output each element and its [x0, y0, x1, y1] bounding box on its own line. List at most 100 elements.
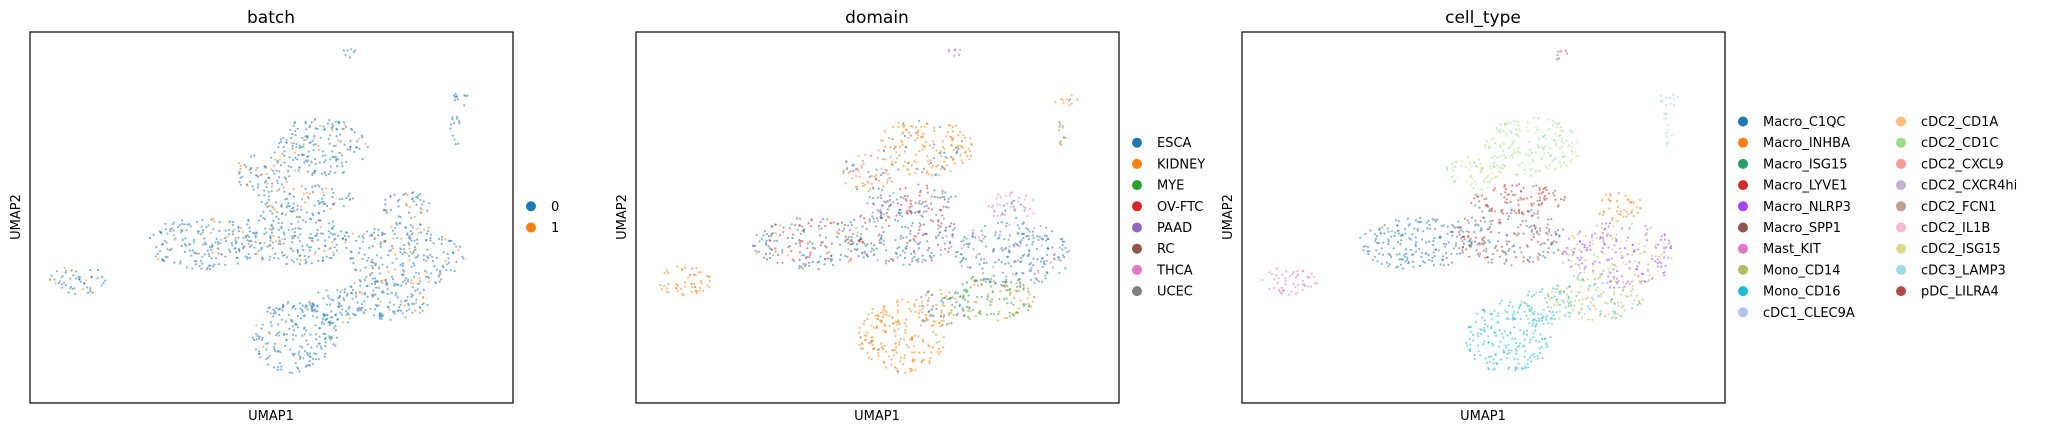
umap-point: [278, 158, 281, 161]
umap-point: [1466, 219, 1469, 222]
umap-point: [1017, 259, 1020, 262]
legend-label: cDC2_FCN1: [1921, 200, 1997, 215]
umap-point: [953, 54, 956, 57]
umap-point: [859, 336, 862, 339]
umap-point: [875, 177, 878, 181]
umap-point: [896, 219, 900, 222]
umap-point: [880, 346, 883, 349]
umap-point: [1648, 274, 1651, 277]
umap-point: [902, 236, 905, 239]
umap-point: [316, 310, 319, 313]
umap-point: [1543, 242, 1546, 245]
umap-point: [277, 323, 280, 326]
umap-point: [406, 193, 409, 196]
umap-point: [861, 251, 864, 255]
umap-point: [1522, 213, 1525, 216]
umap-point: [945, 295, 948, 298]
umap-point: [1276, 267, 1279, 270]
umap-point: [1024, 303, 1027, 306]
umap-point: [370, 282, 374, 285]
umap-point: [871, 197, 874, 200]
umap-point: [1561, 261, 1564, 265]
umap-point: [1584, 297, 1587, 301]
umap-point: [926, 240, 929, 243]
umap-point: [268, 354, 271, 358]
umap-point: [1534, 325, 1537, 328]
umap-point: [694, 286, 697, 289]
umap-point: [457, 249, 460, 252]
umap-point: [1546, 167, 1549, 170]
umap-point: [942, 217, 945, 220]
umap-point: [904, 251, 907, 254]
umap-point: [259, 241, 262, 244]
umap-point: [795, 217, 799, 220]
umap-point: [1544, 145, 1547, 148]
umap-point: [410, 279, 413, 282]
umap-point: [1509, 201, 1512, 204]
umap-point: [453, 99, 456, 102]
umap-point: [391, 310, 394, 313]
umap-point: [928, 360, 931, 363]
umap-point: [399, 222, 402, 225]
umap-point: [1003, 316, 1006, 320]
umap-point: [895, 345, 898, 348]
umap-point: [890, 180, 894, 183]
umap-point: [952, 223, 956, 226]
umap-point: [330, 127, 333, 130]
umap-point: [937, 234, 940, 237]
umap-point: [959, 130, 962, 133]
umap-point: [310, 346, 313, 349]
umap-point: [1380, 247, 1383, 250]
umap-point: [1268, 287, 1271, 290]
umap-point: [873, 253, 876, 256]
umap-point: [1477, 224, 1480, 227]
umap-point: [331, 150, 334, 153]
umap-point: [1532, 235, 1535, 239]
umap-point: [691, 267, 694, 270]
legend-label: Macro_C1QC: [1763, 115, 1846, 130]
umap-point: [1397, 229, 1400, 232]
umap-point: [1631, 302, 1634, 305]
umap-point: [319, 219, 322, 222]
umap-point: [917, 335, 920, 338]
umap-point: [1483, 340, 1486, 343]
umap-point: [301, 244, 304, 248]
umap-point: [1532, 185, 1535, 188]
umap-point: [937, 243, 940, 246]
umap-point: [303, 161, 306, 164]
umap-point: [1497, 175, 1500, 178]
umap-point: [768, 256, 772, 259]
umap-point: [680, 268, 684, 271]
umap-point: [1663, 256, 1666, 259]
umap-point: [954, 297, 957, 300]
umap-point: [351, 197, 354, 200]
umap-point: [904, 194, 907, 197]
umap-point: [1506, 201, 1509, 204]
umap-point: [289, 128, 292, 132]
umap-point: [921, 144, 924, 147]
umap-point: [301, 309, 304, 312]
umap-point: [933, 129, 936, 133]
umap-point: [1027, 290, 1030, 293]
umap-point: [921, 340, 925, 343]
umap-point: [277, 146, 280, 149]
umap-point: [684, 281, 687, 284]
umap-point: [1606, 232, 1610, 235]
umap-point: [272, 235, 275, 238]
umap-point: [1587, 287, 1590, 290]
umap-point: [1591, 242, 1594, 245]
umap-point: [839, 258, 842, 261]
umap-point: [264, 165, 267, 168]
umap-point: [1512, 316, 1515, 319]
umap-point: [974, 314, 978, 318]
umap-point: [907, 300, 910, 303]
umap-point: [285, 206, 288, 209]
umap-point: [399, 215, 402, 219]
umap-point: [1288, 275, 1292, 278]
umap-point: [851, 177, 854, 180]
umap-point: [1012, 243, 1015, 246]
umap-point: [969, 137, 972, 140]
umap-point: [817, 225, 821, 228]
umap-point: [311, 139, 314, 142]
umap-point: [919, 324, 922, 327]
